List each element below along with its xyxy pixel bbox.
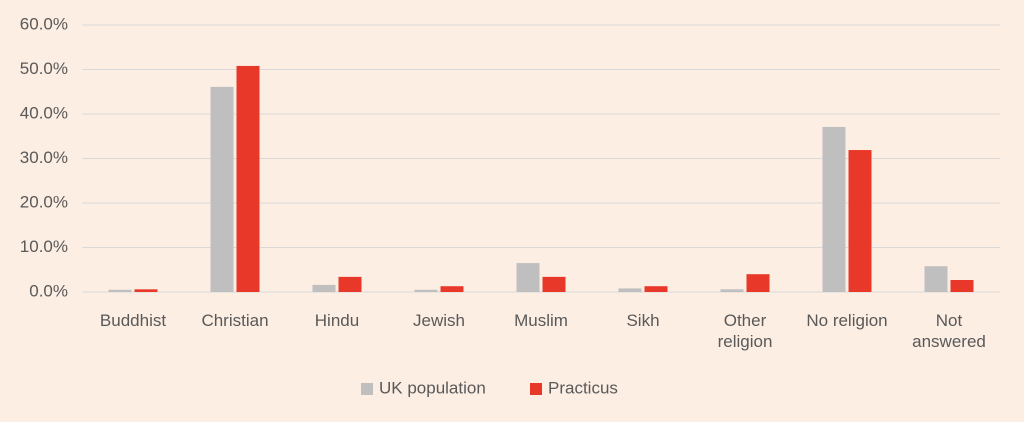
- bar: [746, 274, 770, 292]
- x-tick-label: Not answered: [912, 311, 986, 351]
- bar: [338, 276, 362, 292]
- y-tick-label: 60.0%: [20, 14, 68, 33]
- bar: [414, 289, 438, 292]
- x-tick-label: Hindu: [314, 311, 360, 330]
- bar: [644, 286, 668, 292]
- bar: [312, 284, 336, 292]
- x-tick-label: Other religion: [717, 311, 773, 351]
- bar: [542, 276, 566, 292]
- bar: [440, 286, 464, 292]
- legend-swatch: [361, 383, 373, 395]
- x-tick-label: Buddhist: [99, 311, 167, 330]
- y-tick-label: 0.0%: [29, 281, 68, 300]
- x-tick-label: No religion: [806, 311, 888, 330]
- bar: [108, 289, 132, 292]
- legend-swatch: [530, 383, 542, 395]
- y-tick-label: 20.0%: [20, 192, 68, 211]
- y-tick-label: 30.0%: [20, 148, 68, 167]
- x-tick-label: Christian: [201, 311, 269, 330]
- y-tick-label: 10.0%: [20, 237, 68, 256]
- x-tick-label: Muslim: [514, 311, 568, 330]
- y-tick-label: 50.0%: [20, 59, 68, 78]
- x-tick-label: Jewish: [413, 311, 465, 330]
- x-tick-label: Sikh: [626, 311, 660, 330]
- bar: [134, 289, 158, 292]
- legend-label: UK population: [379, 378, 486, 397]
- bar: [822, 126, 846, 292]
- bar: [618, 288, 642, 292]
- bar: [924, 266, 948, 292]
- bar: [236, 65, 260, 292]
- bar: [848, 150, 872, 292]
- y-tick-label: 40.0%: [20, 103, 68, 122]
- legend-label: Practicus: [548, 378, 618, 397]
- bar: [210, 86, 234, 292]
- bar: [720, 289, 744, 292]
- bar: [950, 279, 974, 292]
- bar: [516, 263, 540, 292]
